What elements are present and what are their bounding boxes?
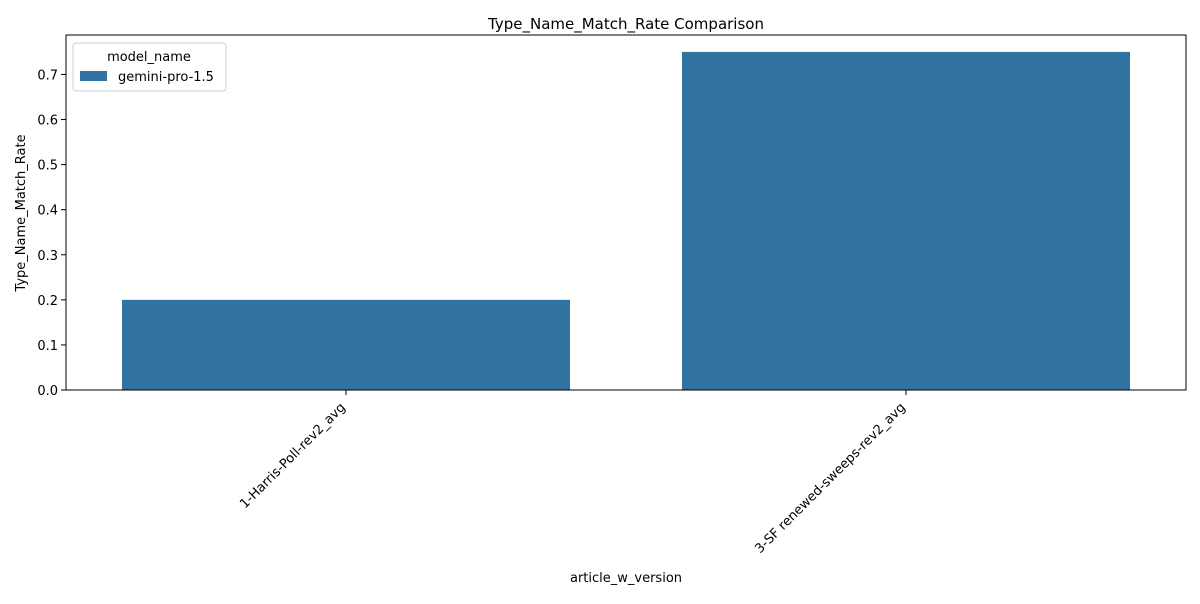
- y-tick-label: 0.1: [37, 339, 58, 354]
- legend-entry-label: gemini-pro-1.5: [118, 70, 214, 85]
- y-tick-label: 0.2: [37, 294, 58, 309]
- bar: [122, 299, 570, 390]
- bar: [682, 51, 1130, 391]
- y-tick-label: 0.7: [37, 68, 58, 83]
- plot-frame: [65, 34, 1187, 391]
- chart-title: Type_Name_Match_Rate Comparison: [487, 15, 764, 34]
- y-axis-label: Type_Name_Match_Rate: [14, 134, 29, 292]
- y-tick-label: 0.4: [37, 204, 58, 219]
- bars-group: [122, 51, 1130, 391]
- legend-title: model_name: [107, 50, 191, 65]
- y-tick-label: 0.3: [37, 249, 58, 264]
- legend-box: [72, 42, 227, 92]
- y-tick-label: 0.6: [37, 114, 58, 129]
- legend-swatch: [80, 71, 107, 81]
- legend: model_name gemini-pro-1.5: [72, 42, 227, 92]
- y-tick-label: 0.5: [37, 159, 58, 174]
- y-axis-ticks: 0.0 0.1 0.2 0.3 0.4 0.5 0.6 0.7: [37, 68, 66, 399]
- x-axis-label: article_w_version: [570, 571, 682, 586]
- y-tick-label: 0.0: [37, 384, 58, 399]
